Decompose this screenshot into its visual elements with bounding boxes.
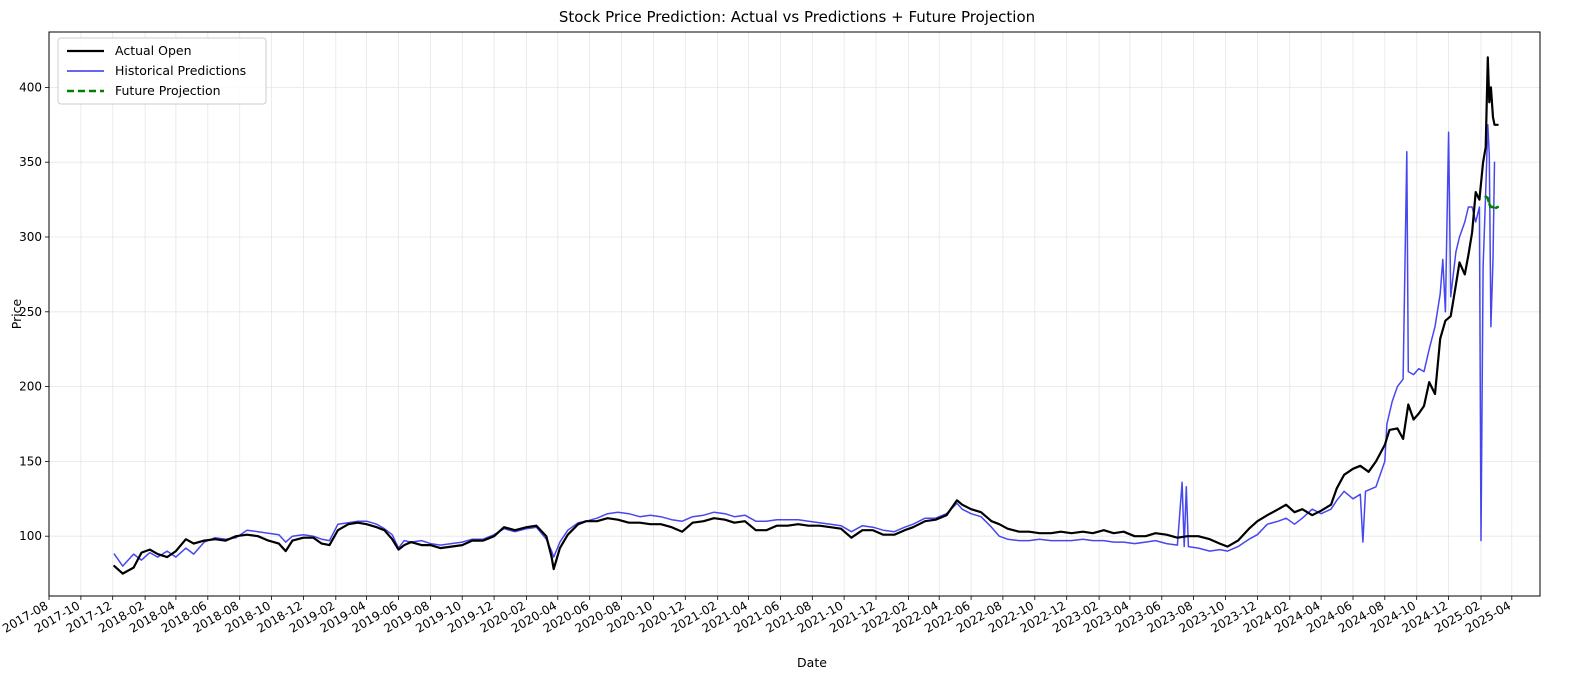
y-tick-label-350: 350: [19, 155, 42, 169]
y-tick-label-250: 250: [19, 305, 42, 319]
legend-label-future-projection: Future Projection: [115, 83, 221, 98]
x-axis-label: Date: [797, 655, 827, 670]
y-axis: 100 150 200 250 300 350 400: [19, 80, 49, 543]
grid-lines: [48, 32, 1540, 596]
y-tick-label-300: 300: [19, 230, 42, 244]
y-tick-label-150: 150: [19, 454, 42, 468]
x-axis: 2017-082017-102017-122018-022018-042018-…: [0, 596, 1513, 636]
series-line-future-projection: [1484, 195, 1499, 210]
legend-label-historical-predictions: Historical Predictions: [115, 63, 246, 78]
y-tick-label-400: 400: [19, 80, 42, 94]
y-tick-label-100: 100: [19, 529, 42, 543]
plot-frame: [48, 31, 1541, 597]
legend-box: [57, 37, 267, 105]
legend: Actual Open Historical Predictions Futur…: [57, 37, 267, 105]
chart-title: Stock Price Prediction: Actual vs Predic…: [559, 8, 1035, 26]
y-axis-label: Price: [9, 298, 24, 329]
legend-label-actual-open: Actual Open: [115, 43, 192, 58]
series-line-historical-predictions: [113, 124, 1496, 567]
series-line-actual-open: [113, 56, 1499, 575]
y-tick-label-200: 200: [19, 380, 42, 394]
plot-lines: [113, 56, 1499, 575]
